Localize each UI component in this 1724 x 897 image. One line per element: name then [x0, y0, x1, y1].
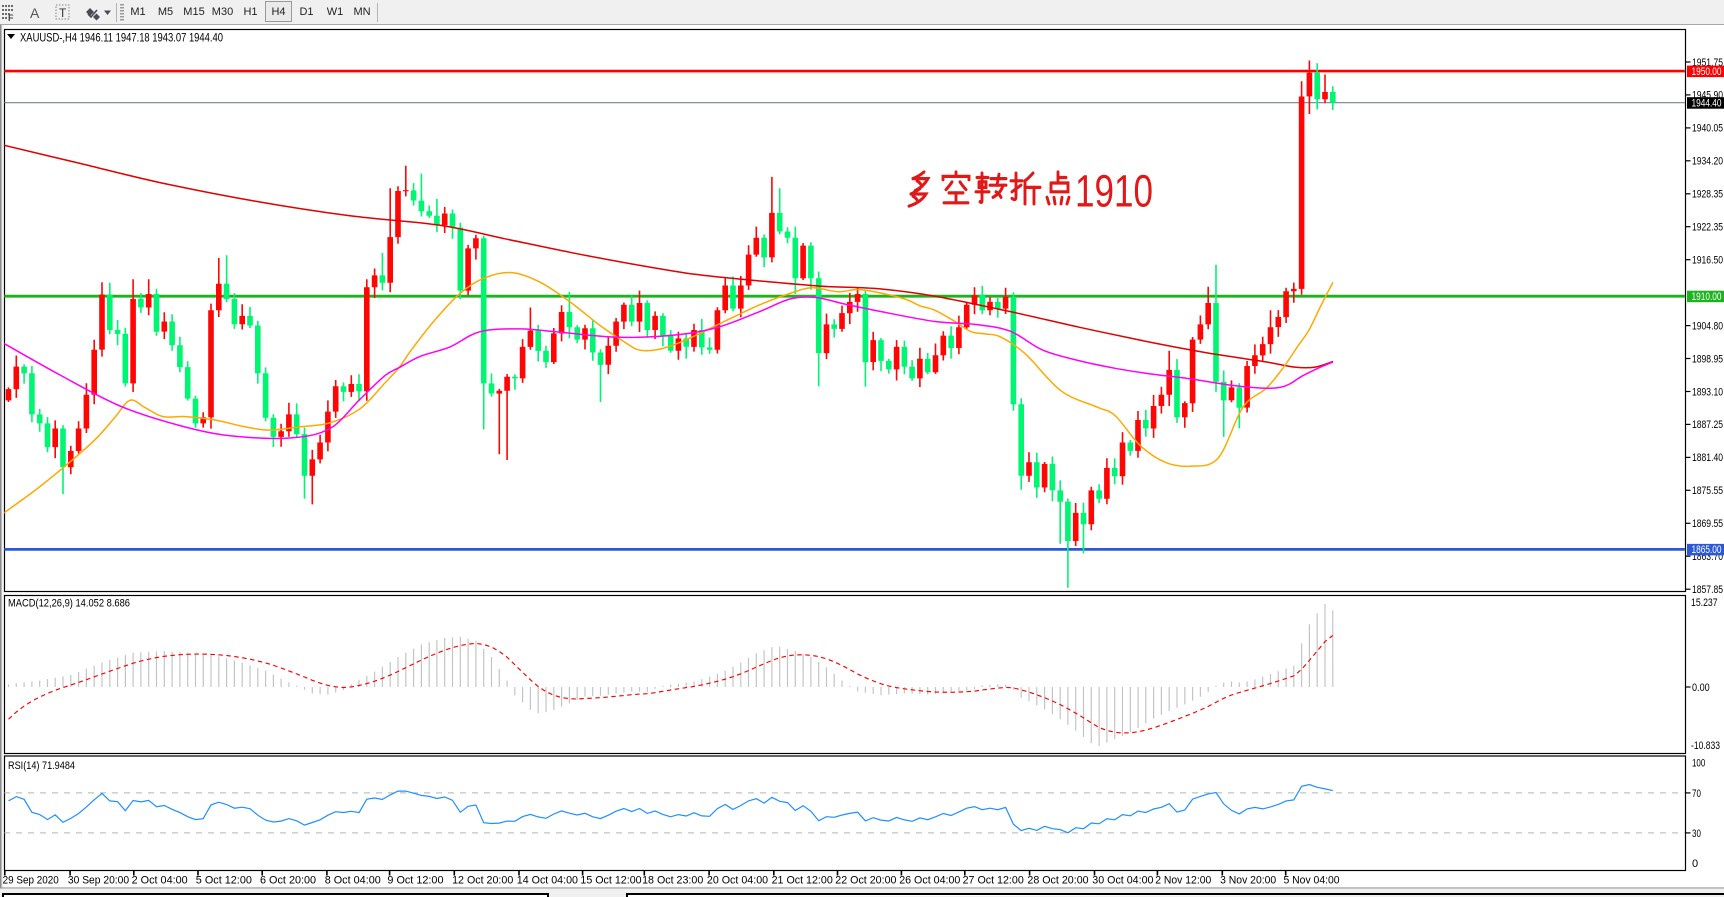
svg-text:1922.35: 1922.35 [1692, 222, 1723, 234]
svg-text:15.237: 15.237 [1691, 597, 1718, 609]
svg-text:1898.95: 1898.95 [1692, 353, 1723, 365]
svg-text:20 Oct 04:00: 20 Oct 04:00 [707, 875, 768, 887]
svg-text:5 Nov 04:00: 5 Nov 04:00 [1284, 875, 1340, 887]
svg-text:MACD(12,26,9) 14.052 8.686: MACD(12,26,9) 14.052 8.686 [8, 598, 130, 610]
svg-text:0.00: 0.00 [1692, 682, 1710, 694]
svg-text:1875.55: 1875.55 [1692, 485, 1723, 497]
svg-text:1916.50: 1916.50 [1692, 255, 1723, 267]
svg-text:14 Oct 04:00: 14 Oct 04:00 [517, 875, 578, 887]
svg-text:1940.05: 1940.05 [1692, 123, 1723, 135]
svg-text:15 Oct 12:00: 15 Oct 12:00 [580, 875, 641, 887]
svg-text:8 Oct 04:00: 8 Oct 04:00 [325, 875, 381, 887]
svg-text:1934.20: 1934.20 [1692, 156, 1723, 168]
svg-text:A: A [30, 5, 40, 21]
svg-text:1944.40: 1944.40 [1692, 98, 1722, 110]
svg-text:-10.833: -10.833 [1691, 740, 1720, 752]
svg-text:1887.25: 1887.25 [1692, 419, 1723, 431]
svg-text:3 Nov 20:00: 3 Nov 20:00 [1220, 875, 1276, 887]
svg-text:30 Oct 04:00: 30 Oct 04:00 [1092, 875, 1153, 887]
svg-text:2 Nov 12:00: 2 Nov 12:00 [1155, 875, 1211, 887]
svg-text:1881.40: 1881.40 [1692, 452, 1723, 464]
svg-text:30: 30 [1692, 828, 1701, 840]
svg-text:2 Oct 04:00: 2 Oct 04:00 [132, 875, 188, 887]
svg-text:18 Oct 23:00: 18 Oct 23:00 [642, 875, 703, 887]
svg-text:28 Oct 20:00: 28 Oct 20:00 [1027, 875, 1088, 887]
svg-text:29 Sep 2020: 29 Sep 2020 [3, 875, 59, 887]
svg-text:T: T [59, 6, 67, 20]
svg-text:70: 70 [1692, 788, 1701, 800]
svg-text:0: 0 [1692, 858, 1698, 870]
svg-text:1910.00: 1910.00 [1692, 291, 1722, 303]
svg-text:1869.55: 1869.55 [1692, 518, 1723, 530]
svg-text:1865.00: 1865.00 [1692, 544, 1722, 556]
svg-text:9 Oct 12:00: 9 Oct 12:00 [387, 875, 443, 887]
svg-text:100: 100 [1692, 758, 1705, 770]
svg-text:21 Oct 12:00: 21 Oct 12:00 [772, 875, 833, 887]
svg-text:6 Oct 20:00: 6 Oct 20:00 [260, 875, 316, 887]
svg-text:1928.35: 1928.35 [1692, 189, 1723, 201]
svg-text:RSI(14) 71.9484: RSI(14) 71.9484 [8, 760, 75, 772]
svg-text:1893.10: 1893.10 [1692, 386, 1723, 398]
svg-text:12 Oct 20:00: 12 Oct 20:00 [452, 875, 513, 887]
svg-text:1904.80: 1904.80 [1692, 320, 1723, 332]
svg-text:1910: 1910 [1075, 166, 1153, 217]
svg-text:26 Oct 04:00: 26 Oct 04:00 [899, 875, 960, 887]
svg-text:1950.00: 1950.00 [1692, 66, 1722, 78]
svg-text:F: F [8, 13, 14, 23]
svg-text:XAUUSD-,H4 1946.11 1947.18 19: XAUUSD-,H4 1946.11 1947.18 1943.07 1944.… [20, 31, 223, 45]
svg-text:5 Oct 12:00: 5 Oct 12:00 [196, 875, 252, 887]
svg-text:30 Sep 20:00: 30 Sep 20:00 [68, 875, 129, 887]
svg-text:22 Oct 20:00: 22 Oct 20:00 [835, 875, 896, 887]
svg-text:27 Oct 12:00: 27 Oct 12:00 [963, 875, 1024, 887]
svg-text:1857.85: 1857.85 [1692, 584, 1723, 596]
